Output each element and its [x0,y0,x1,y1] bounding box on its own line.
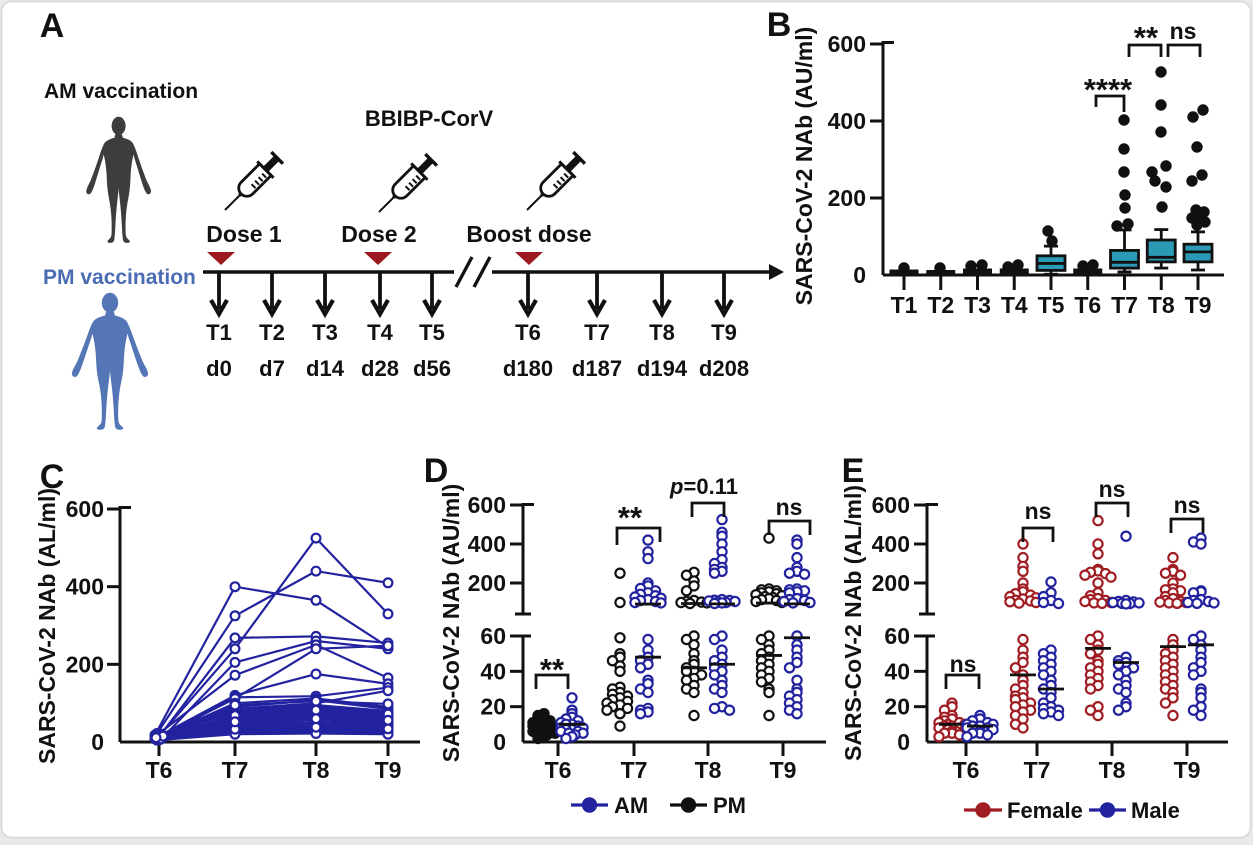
svg-text:d28: d28 [361,356,399,381]
svg-text:T7: T7 [621,757,648,783]
svg-text:C: C [40,458,65,496]
svg-text:T7: T7 [1024,757,1051,783]
svg-text:A: A [40,7,65,45]
svg-text:BBIBP-CorV: BBIBP-CorV [365,106,494,131]
svg-text:T6: T6 [146,757,173,783]
svg-text:E: E [842,452,865,490]
svg-text:400: 400 [828,108,866,134]
svg-text:0: 0 [897,729,910,755]
svg-text:SARS-CoV-2 NAb (AU/ml): SARS-CoV-2 NAb (AU/ml) [791,27,817,306]
svg-text:SARS-CoV-2 NAb (AL/ml): SARS-CoV-2 NAb (AL/ml) [840,485,866,761]
svg-text:d208: d208 [699,356,749,381]
svg-text:0: 0 [853,262,866,288]
svg-text:20: 20 [884,694,910,720]
svg-text:T8: T8 [303,757,330,783]
svg-text:SARS-CoV-2 NAb (AU/ml): SARS-CoV-2 NAb (AU/ml) [438,484,464,763]
svg-text:AM vaccination: AM vaccination [44,80,198,103]
svg-text:p=0.11: p=0.11 [669,474,738,499]
svg-text:T3: T3 [312,320,338,345]
svg-text:200: 200 [468,570,506,596]
svg-text:200: 200 [872,570,910,596]
svg-text:d187: d187 [572,356,622,381]
svg-text:200: 200 [828,185,866,211]
svg-text:T2: T2 [927,292,954,318]
svg-text:60: 60 [884,623,910,649]
svg-text:T5: T5 [1038,292,1065,318]
svg-text:400: 400 [468,531,506,557]
svg-text:T8: T8 [695,757,722,783]
svg-text:600: 600 [468,492,506,518]
svg-text:200: 200 [66,651,104,677]
svg-text:600: 600 [872,492,910,518]
svg-text:ns: ns [1170,18,1197,44]
svg-text:T9: T9 [711,320,737,345]
svg-text:Female: Female [1007,798,1083,823]
svg-text:40: 40 [480,658,506,684]
svg-text:T6: T6 [545,757,572,783]
svg-text:T9: T9 [375,757,402,783]
svg-text:Dose 1: Dose 1 [206,221,282,247]
svg-text:T9: T9 [1174,757,1201,783]
svg-text:40: 40 [884,658,910,684]
svg-text:PM: PM [713,793,746,818]
svg-text:d7: d7 [259,356,285,381]
svg-text:T3: T3 [964,292,991,318]
svg-text:PM vaccination: PM vaccination [43,266,196,289]
svg-text:600: 600 [66,496,104,522]
svg-text:d194: d194 [637,356,688,381]
svg-text:SARS-CoV-2 NAb (AL/ml): SARS-CoV-2 NAb (AL/ml) [34,488,60,764]
svg-text:0: 0 [493,729,506,755]
svg-text:T5: T5 [419,320,445,345]
svg-text:d56: d56 [413,356,451,381]
svg-text:****: **** [1084,72,1133,107]
svg-text:Male: Male [1131,798,1180,823]
svg-text:T9: T9 [1185,292,1212,318]
svg-text:Dose 2: Dose 2 [341,221,416,247]
svg-text:Boost dose: Boost dose [466,221,591,247]
svg-text:T8: T8 [1148,292,1175,318]
svg-text:**: ** [1134,20,1159,55]
svg-text:d180: d180 [503,356,553,381]
svg-text:T4: T4 [367,320,393,345]
svg-text:ns: ns [1025,498,1052,524]
svg-text:20: 20 [480,694,506,720]
svg-text:60: 60 [480,623,506,649]
svg-text:AM: AM [614,793,648,818]
svg-text:ns: ns [1099,476,1126,502]
svg-text:T7: T7 [584,320,610,345]
svg-text:600: 600 [828,31,866,57]
svg-text:T8: T8 [649,320,675,345]
svg-text:d0: d0 [206,356,232,381]
svg-text:**: ** [540,652,565,687]
svg-text:400: 400 [66,574,104,600]
svg-text:ns: ns [1174,492,1201,518]
svg-text:T6: T6 [1074,292,1101,318]
svg-text:0: 0 [91,729,104,755]
svg-text:T9: T9 [770,757,797,783]
svg-text:D: D [424,452,449,490]
svg-text:ns: ns [776,494,803,520]
svg-text:B: B [767,6,792,44]
svg-text:T6: T6 [515,320,541,345]
svg-text:400: 400 [872,531,910,557]
svg-text:**: ** [618,500,643,535]
svg-text:T1: T1 [891,292,918,318]
svg-text:T7: T7 [1111,292,1138,318]
svg-text:d14: d14 [306,356,345,381]
svg-text:T2: T2 [259,320,285,345]
svg-text:ns: ns [950,651,977,677]
svg-text:T4: T4 [1001,292,1028,318]
svg-text:T1: T1 [206,320,232,345]
svg-text:T6: T6 [953,757,980,783]
svg-text:T7: T7 [222,757,249,783]
svg-text:T8: T8 [1099,757,1126,783]
